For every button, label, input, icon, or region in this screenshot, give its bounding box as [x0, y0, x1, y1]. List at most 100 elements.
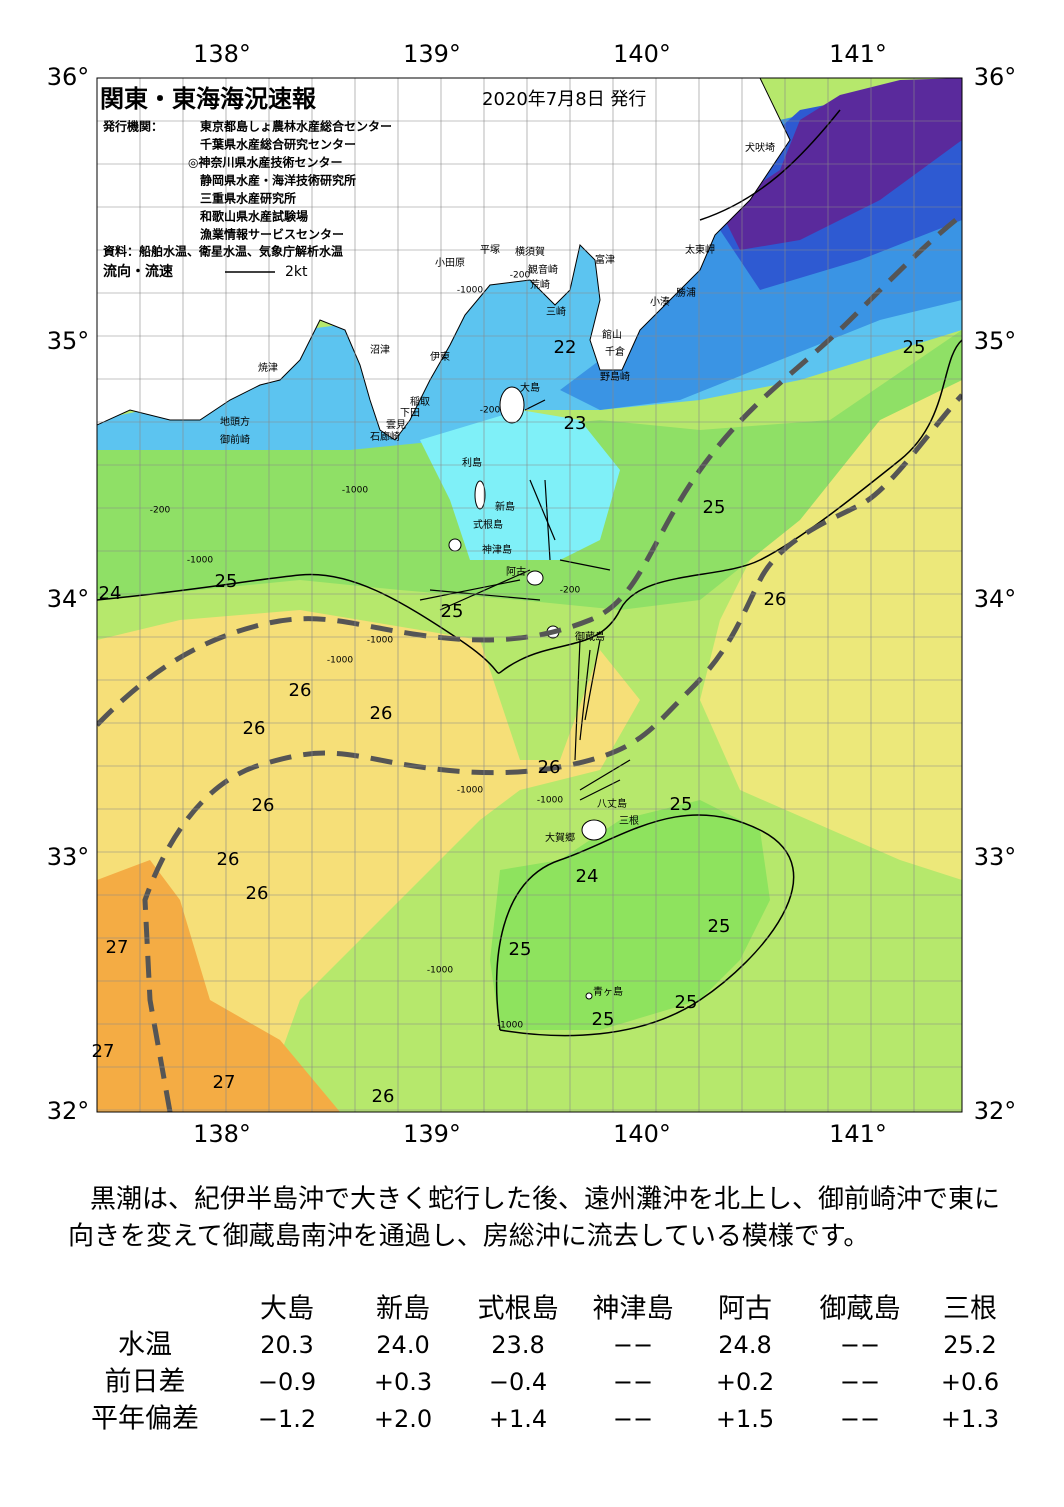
publisher: 静岡県水産・海洋技術研究所: [200, 173, 356, 188]
lat-label: 33°: [47, 843, 90, 871]
table-cell: +0.3: [374, 1368, 432, 1396]
publisher: 千葉県水産総合研究センター: [200, 137, 356, 152]
temperature-label: 26: [246, 883, 269, 904]
place-name: 神津島: [482, 543, 512, 556]
table-cell: +1.4: [489, 1405, 547, 1433]
temperature-label: 25: [441, 601, 464, 622]
temperature-label: 25: [670, 794, 693, 815]
place-name: 地頭方: [220, 415, 250, 428]
place-name: 大島: [520, 381, 540, 394]
depth-label: -1000: [187, 556, 213, 566]
lat-label: 36°: [47, 63, 90, 91]
current-vectors: [419, 399, 631, 801]
lat-label: 35°: [47, 327, 90, 355]
lon-label: 140°: [613, 1120, 671, 1148]
table-cell: +2.0: [374, 1405, 432, 1433]
temperature-label: 25: [592, 1009, 615, 1030]
temperature-label: 26: [372, 1086, 395, 1107]
temperature-label: 26: [252, 795, 275, 816]
place-name: 雲見: [386, 419, 406, 431]
place-name: 青ヶ島: [593, 985, 623, 998]
graticule: [97, 78, 962, 1112]
place-name: 三崎: [546, 305, 566, 318]
depth-label: -1000: [327, 656, 353, 666]
table-cell: 23.8: [491, 1331, 544, 1359]
depth-label: -1000: [457, 786, 483, 796]
temperature-label: 27: [106, 937, 129, 958]
lon-label: 141°: [829, 1120, 887, 1148]
temperature-label: 25: [708, 916, 731, 937]
sea-green-south: [490, 800, 770, 1030]
table-cell: 20.3: [260, 1331, 313, 1359]
row-label: 平年偏差: [91, 1404, 199, 1435]
row-label: 水温: [118, 1330, 172, 1361]
place-name: 観音崎: [528, 263, 558, 276]
island: [499, 386, 525, 424]
publisher: 和歌山県水産試験場: [199, 209, 308, 224]
lat-label: 34°: [47, 585, 90, 613]
table-header: 新島: [376, 1294, 430, 1325]
lon-label: 141°: [829, 40, 887, 68]
table-cell: 25.2: [943, 1331, 996, 1359]
table-cell: −−: [840, 1368, 880, 1396]
publisher: 漁業情報サービスセンター: [200, 227, 344, 242]
map: [97, 78, 962, 1112]
table-cell: −−: [840, 1331, 880, 1359]
source: 資料：船舶水温、衛星水温、気象庁解析水温: [103, 244, 343, 259]
place-name: 富津: [595, 253, 615, 266]
sea-yellow-east: [700, 380, 962, 880]
body-text: 黒潮は、紀伊半島沖で大きく蛇行した後、遠州灘沖を北上し、御前崎沖で東に: [90, 1185, 1000, 1215]
flow-scale: 2kt: [285, 264, 308, 280]
table-cell: −−: [613, 1405, 653, 1433]
temperature-label: 26: [370, 703, 393, 724]
depth-label: -1000: [537, 796, 563, 806]
table-header: 阿古: [718, 1294, 772, 1325]
island: [585, 992, 593, 1000]
publisher: ◎神奈川県水産技術センター: [188, 155, 342, 170]
island: [474, 480, 486, 510]
sea-orange: [97, 860, 340, 1112]
depth-label: -200: [510, 271, 531, 281]
table-cell: +1.5: [716, 1405, 774, 1433]
table-cell: −−: [840, 1405, 880, 1433]
lon-label: 139°: [403, 40, 461, 68]
place-name: 八丈島: [597, 797, 627, 810]
place-name: 勝浦: [676, 286, 696, 299]
temperature-label: 26: [764, 589, 787, 610]
place-name: 平塚: [480, 244, 500, 256]
island: [581, 819, 607, 841]
place-name: 野島崎: [600, 370, 630, 383]
temperature-label: 26: [289, 680, 312, 701]
table-cell: −−: [613, 1331, 653, 1359]
temperature-label: 25: [903, 337, 926, 358]
depth-label: -1000: [367, 636, 393, 646]
place-name: 伊東: [430, 350, 450, 363]
publisher: 三重県水産研究所: [200, 191, 296, 206]
table-header: 神津島: [593, 1294, 674, 1325]
temperature-label: 26: [217, 849, 240, 870]
lon-label: 138°: [193, 40, 251, 68]
temperature-label: 25: [215, 571, 238, 592]
depth-label: -1000: [497, 1021, 523, 1031]
land: [97, 78, 791, 441]
table-cell: +0.6: [941, 1368, 999, 1396]
table-cell: −1.2: [258, 1405, 316, 1433]
table-cell: −−: [613, 1368, 653, 1396]
place-name: 千倉: [605, 345, 625, 358]
temperature-label: 26: [538, 757, 561, 778]
temperature-label: 26: [243, 718, 266, 739]
date: 2020年7月8日 発行: [482, 89, 646, 110]
temperature-label: 27: [213, 1072, 236, 1093]
place-name: 小田原: [435, 257, 465, 269]
table-header: 式根島: [478, 1294, 559, 1325]
place-name: 横須賀: [515, 245, 545, 258]
place-name: 沼津: [370, 343, 390, 356]
body-text: 向きを変えて御蔵島南沖を通過し、房総沖に流去している模様です。: [68, 1222, 869, 1252]
place-name: 荒崎: [530, 278, 550, 291]
place-name: 小湊: [650, 295, 670, 308]
publisher-label: 発行機関：: [102, 119, 163, 134]
place-name: 下田: [400, 408, 420, 419]
table-cell: +0.2: [716, 1368, 774, 1396]
place-name: 犬吠埼: [745, 141, 775, 154]
